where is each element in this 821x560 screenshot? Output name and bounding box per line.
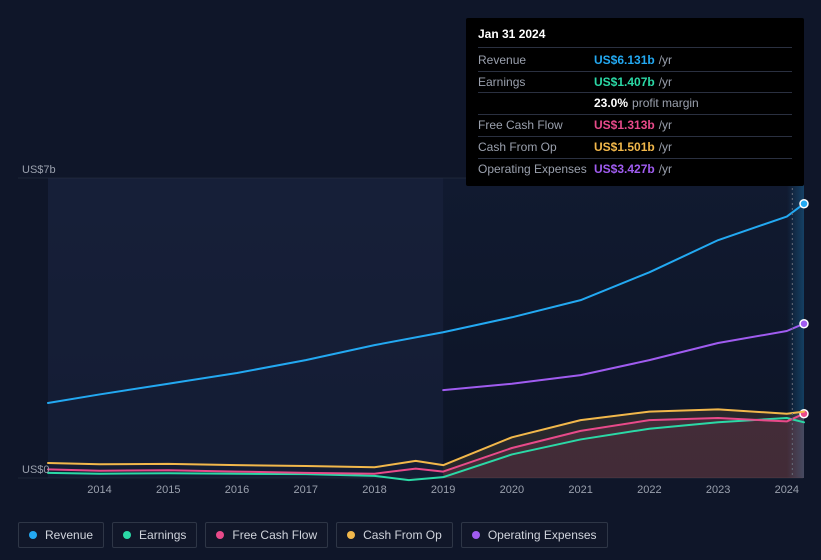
tooltip-row-suffix: /yr (659, 117, 672, 134)
x-axis-tick-label: 2016 (225, 484, 249, 496)
x-axis-tick-label: 2022 (637, 484, 661, 496)
legend-item-label: Operating Expenses (488, 528, 597, 542)
tooltip-row-value: 23.0% (594, 95, 628, 112)
x-axis-tick-label: 2021 (568, 484, 592, 496)
tooltip-row: EarningsUS$1.407b/yr (478, 72, 792, 94)
x-axis-tick-label: 2015 (156, 484, 180, 496)
legend-dot-icon (29, 531, 37, 539)
tooltip-row-suffix: profit margin (632, 95, 699, 112)
legend-dot-icon (216, 531, 224, 539)
x-axis-tick-label: 2018 (362, 484, 386, 496)
tooltip-date: Jan 31 2024 (478, 26, 792, 48)
tooltip-row-label: Free Cash Flow (478, 117, 594, 134)
legend-item-operating-expenses[interactable]: Operating Expenses (461, 522, 608, 548)
legend-dot-icon (472, 531, 480, 539)
tooltip-row-suffix: /yr (659, 139, 672, 156)
tooltip-row-value: US$6.131b (594, 52, 655, 69)
legend-item-cash-from-op[interactable]: Cash From Op (336, 522, 453, 548)
legend-item-free-cash-flow[interactable]: Free Cash Flow (205, 522, 328, 548)
tooltip-row: 23.0%profit margin (478, 93, 792, 115)
tooltip-row-suffix: /yr (659, 161, 672, 178)
x-axis-tick-label: 2020 (500, 484, 524, 496)
legend-item-revenue[interactable]: Revenue (18, 522, 104, 548)
tooltip-row-suffix: /yr (659, 52, 672, 69)
tooltip-row-label: Cash From Op (478, 139, 594, 156)
tooltip-row-value: US$1.407b (594, 74, 655, 91)
tooltip-row-value: US$1.501b (594, 139, 655, 156)
x-axis-tick-label: 2017 (293, 484, 317, 496)
tooltip-row: Cash From OpUS$1.501b/yr (478, 137, 792, 159)
legend-item-label: Cash From Op (363, 528, 442, 542)
legend-item-label: Free Cash Flow (232, 528, 317, 542)
tooltip-row-label: Operating Expenses (478, 161, 594, 178)
tooltip-row-value: US$3.427b (594, 161, 655, 178)
tooltip-row: Operating ExpensesUS$3.427b/yr (478, 159, 792, 180)
legend-dot-icon (347, 531, 355, 539)
y-axis-tick-label: US$0 (22, 464, 50, 476)
legend-dot-icon (123, 531, 131, 539)
y-axis-tick-label: US$7b (22, 164, 56, 176)
chart-legend: Revenue Earnings Free Cash Flow Cash From O… (18, 522, 608, 548)
x-axis-tick-label: 2014 (87, 484, 111, 496)
tooltip-row: RevenueUS$6.131b/yr (478, 50, 792, 72)
data-tooltip: Jan 31 2024RevenueUS$6.131b/yrEarningsUS… (466, 18, 804, 186)
tooltip-row-suffix: /yr (659, 74, 672, 91)
historical-shade (48, 178, 443, 478)
legend-item-earnings[interactable]: Earnings (112, 522, 197, 548)
tooltip-row: Free Cash FlowUS$1.313b/yr (478, 115, 792, 137)
legend-item-label: Revenue (45, 528, 93, 542)
series-marker-operating-expenses (800, 320, 808, 328)
legend-item-label: Earnings (139, 528, 186, 542)
tooltip-row-label: Revenue (478, 52, 594, 69)
tooltip-row-value: US$1.313b (594, 117, 655, 134)
x-axis-tick-label: 2023 (706, 484, 730, 496)
x-axis-tick-label: 2024 (775, 484, 799, 496)
x-axis-tick-label: 2019 (431, 484, 455, 496)
tooltip-row-label: Earnings (478, 74, 594, 91)
series-marker-revenue (800, 200, 808, 208)
